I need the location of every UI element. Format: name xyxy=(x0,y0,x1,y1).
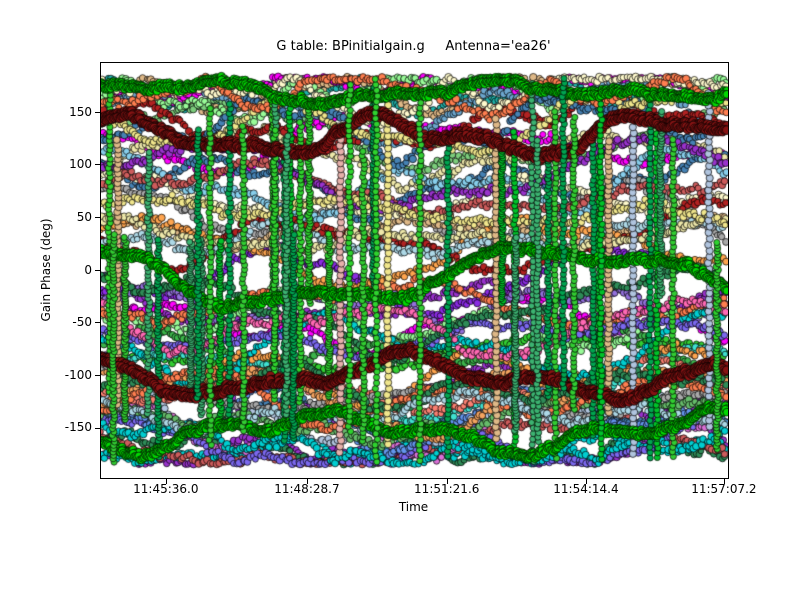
x-tick-label: 11:51:21.6 xyxy=(414,482,480,496)
scatter-canvas xyxy=(101,63,728,478)
y-tick-label: -50 xyxy=(72,315,92,330)
y-tick-label: 150 xyxy=(69,104,92,119)
x-axis-label: Time xyxy=(398,500,429,514)
y-tick-label: 0 xyxy=(84,262,92,277)
x-tick-mark xyxy=(306,479,308,484)
y-tick-mark xyxy=(95,111,100,113)
x-tick-label: 11:54:14.4 xyxy=(553,482,619,496)
x-tick-mark xyxy=(446,479,448,484)
x-tick-label: 11:45:36.0 xyxy=(133,482,199,496)
y-tick-mark xyxy=(95,374,100,376)
y-tick-label: 50 xyxy=(76,209,92,224)
y-tick-mark xyxy=(95,216,100,218)
x-tick-mark xyxy=(585,479,587,484)
x-tick-mark xyxy=(723,479,725,484)
y-tick-label: -100 xyxy=(64,367,92,382)
x-tick-label: 11:48:28.7 xyxy=(274,482,340,496)
y-tick-label: -150 xyxy=(64,420,92,435)
plot-title: G table: BPinitialgain.g Antenna='ea26' xyxy=(276,39,551,54)
x-tick-label: 11:57:07.2 xyxy=(691,482,757,496)
y-tick-mark xyxy=(95,427,100,429)
y-tick-mark xyxy=(95,164,100,166)
y-tick-label: 100 xyxy=(69,157,92,172)
y-tick-mark xyxy=(95,322,100,324)
x-tick-mark xyxy=(165,479,167,484)
y-tick-mark xyxy=(95,269,100,271)
plot-area xyxy=(100,62,729,479)
